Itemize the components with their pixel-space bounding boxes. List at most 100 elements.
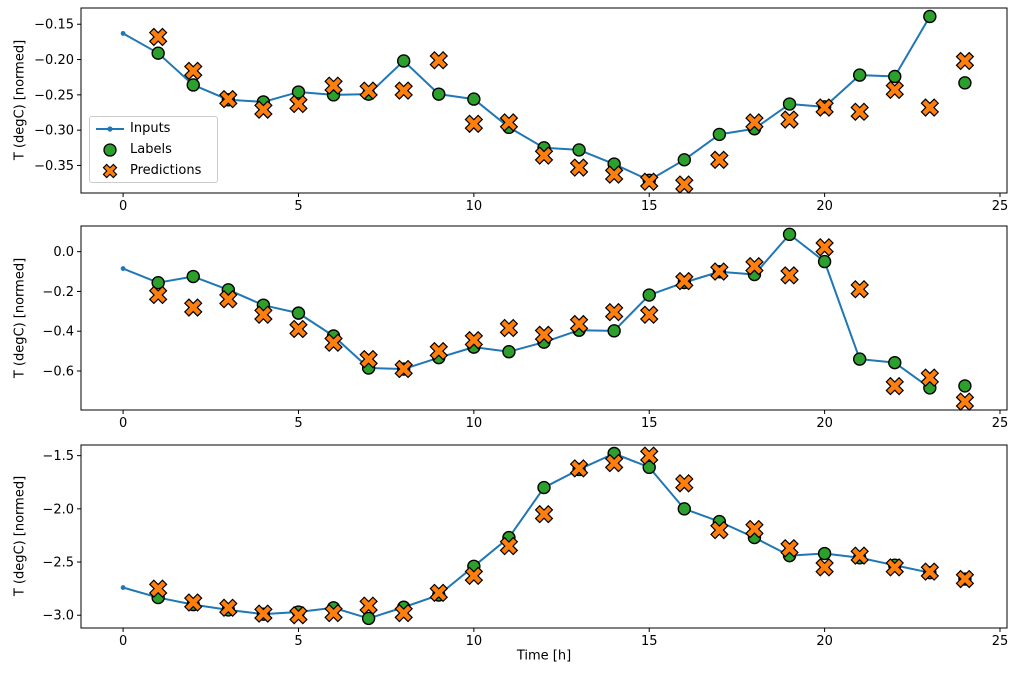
labels-circle-marker (852, 68, 867, 82)
predictions-x-marker (639, 172, 659, 191)
predictions-x-marker (675, 474, 694, 493)
predictions-x-marker (324, 76, 343, 95)
predictions-x-marker (289, 605, 308, 625)
predictions-x-marker (710, 150, 729, 170)
predictions-x-marker (219, 89, 238, 109)
x-tick-label: 25 (992, 416, 1009, 431)
labels-circle-marker (642, 288, 656, 302)
predictions-x-marker (499, 536, 519, 556)
plot-border (80, 225, 1008, 411)
y-tick-label: −2.0 (42, 502, 74, 517)
labels-circle-marker (291, 85, 306, 99)
predictions-x-marker (569, 314, 589, 334)
predictions-x-marker (780, 110, 799, 129)
x-tick-label: 15 (641, 199, 658, 214)
predictions-x-marker (254, 100, 273, 119)
y-tick-label: −0.4 (42, 325, 74, 340)
y-tick-label: −2.5 (42, 556, 74, 571)
predictions-x-marker (850, 102, 869, 122)
predictions-x-marker (885, 80, 905, 100)
legend-item-predictions: Predictions (90, 160, 217, 181)
predictions-x-marker (219, 289, 238, 309)
x-tick-label: 20 (816, 634, 833, 649)
predictions-x-marker (710, 262, 729, 281)
predictions-x-marker (534, 146, 554, 165)
predictions-x-marker (639, 305, 659, 324)
x-tick-label: 0 (119, 416, 127, 431)
predictions-x-marker (464, 566, 484, 586)
predictions-x-marker (569, 459, 589, 478)
predictions-x-marker (604, 302, 624, 322)
x-marker-icon (90, 163, 130, 179)
predictions-x-marker (254, 305, 273, 324)
predictions-x-marker (955, 51, 975, 71)
x-axis-label: Time [h] (516, 648, 572, 664)
x-tick-label: 25 (992, 199, 1009, 214)
predictions-x-marker (219, 598, 238, 618)
inputs-line (122, 452, 931, 620)
x-tick-label: 20 (816, 416, 833, 431)
predictions-x-marker (639, 446, 659, 465)
labels-circle-marker (151, 275, 165, 290)
predictions-x-marker (675, 271, 694, 291)
x-tick-label: 25 (992, 634, 1009, 649)
predictions-x-marker (710, 520, 729, 540)
y-axis-label-bottom: T (degC) [normed] (12, 475, 28, 597)
x-tick-label: 10 (466, 634, 483, 649)
y-axis-label-top: T (degC) [normed] (12, 39, 28, 161)
labels-circle-marker (537, 480, 551, 495)
labels-circle-marker (782, 97, 797, 111)
y-tick-label: 0.0 (53, 245, 74, 260)
legend: Inputs Labels Predictions (89, 116, 218, 183)
inputs-dot-marker (120, 266, 126, 271)
legend-item-labels: Labels (90, 139, 217, 160)
plot-border (80, 7, 1008, 194)
inputs-line (122, 15, 931, 182)
labels-circle-marker (186, 269, 200, 284)
labels-circle-marker (888, 355, 902, 370)
predictions-x-marker (815, 238, 834, 257)
predictions-x-marker (289, 94, 308, 114)
predictions-x-marker (148, 579, 168, 598)
x-tick-label: 5 (294, 634, 302, 649)
x-tick-label: 15 (641, 634, 658, 649)
predictions-x-marker (464, 330, 484, 350)
predictions-x-marker (780, 538, 799, 558)
subplot-1: 0 5 10 15 20 25 0.0 −0.2 −0.4 −0.6 (42, 225, 1009, 431)
predictions-x-marker (499, 318, 519, 338)
labels-circle-marker (467, 92, 481, 106)
labels-circle-marker (186, 78, 200, 92)
predictions-x-marker (920, 98, 940, 117)
predictions-x-marker (394, 359, 413, 379)
predictions-x-marker (289, 319, 308, 339)
predictions-x-marker (534, 504, 554, 524)
legend-item-inputs: Inputs (90, 118, 217, 139)
x-tick-label: 10 (466, 199, 483, 214)
labels-circle-marker (572, 143, 586, 157)
predictions-x-marker (394, 603, 413, 623)
labels-circle-marker (817, 254, 832, 269)
legend-label-labels: Labels (130, 142, 172, 157)
y-tick-label: −3.0 (42, 609, 74, 624)
subplot-2: 0 5 10 15 20 25 −1.5 −2.0 −2.5 −3.0 (42, 444, 1009, 649)
labels-circle-marker (607, 324, 621, 338)
predictions-x-marker (254, 604, 273, 623)
y-axis-label-middle: T (degC) [normed] (12, 257, 28, 379)
x-tick-label: 10 (466, 416, 483, 431)
labels-circle-marker (888, 69, 902, 84)
predictions-x-marker (850, 279, 869, 299)
predictions-x-marker (955, 392, 975, 411)
predictions-x-marker (183, 298, 203, 317)
predictions-x-marker (499, 113, 519, 132)
predictions-x-marker (359, 596, 378, 615)
predictions-x-marker (183, 61, 203, 81)
plot-border (80, 444, 1008, 629)
predictions-x-marker (780, 266, 799, 285)
y-tick-label: −0.15 (34, 18, 74, 33)
predictions-x-marker (815, 98, 834, 117)
predictions-x-marker (429, 583, 449, 603)
x-tick-label: 20 (816, 199, 833, 214)
x-tick-label: 5 (294, 416, 302, 431)
